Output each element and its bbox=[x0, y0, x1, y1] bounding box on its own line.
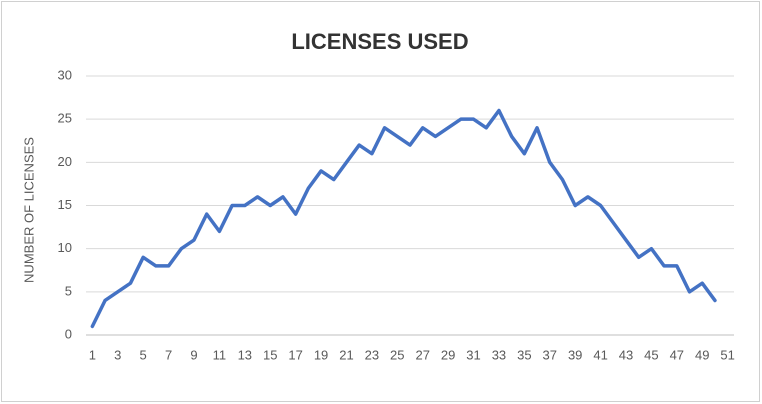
y-tick-label: 20 bbox=[58, 154, 72, 169]
x-tick-label: 11 bbox=[213, 347, 227, 362]
x-tick-label: 31 bbox=[466, 347, 480, 362]
x-tick-label: 49 bbox=[695, 347, 709, 362]
x-tick-label: 43 bbox=[619, 347, 633, 362]
y-tick-label: 0 bbox=[65, 326, 72, 341]
y-tick-label: 25 bbox=[58, 111, 72, 126]
x-tick-label: 33 bbox=[492, 347, 506, 362]
data-line bbox=[90, 108, 717, 329]
x-tick-label: 29 bbox=[441, 347, 455, 362]
x-tick-label: 37 bbox=[543, 347, 557, 362]
x-tick-label: 7 bbox=[165, 347, 172, 362]
y-tick-label: 30 bbox=[58, 67, 72, 82]
x-tick-label: 51 bbox=[720, 347, 734, 362]
y-tick-label: 5 bbox=[65, 283, 72, 298]
x-tick-label: 41 bbox=[593, 347, 607, 362]
y-tick-label: 15 bbox=[58, 197, 72, 212]
x-tick-label: 39 bbox=[568, 347, 582, 362]
x-tick-label: 15 bbox=[263, 347, 277, 362]
x-tick-label: 13 bbox=[238, 347, 252, 362]
x-tick-label: 1 bbox=[89, 347, 96, 362]
x-tick-label: 25 bbox=[390, 347, 404, 362]
chart-title: LICENSES USED bbox=[291, 29, 468, 54]
y-tick-label: 10 bbox=[58, 240, 72, 255]
x-tick-label: 45 bbox=[644, 347, 658, 362]
x-tick-label: 23 bbox=[365, 347, 379, 362]
x-tick-label: 17 bbox=[288, 347, 302, 362]
x-tick-label: 35 bbox=[517, 347, 531, 362]
x-tick-label: 9 bbox=[190, 347, 197, 362]
x-tick-label: 21 bbox=[339, 347, 353, 362]
x-tick-label: 3 bbox=[114, 347, 121, 362]
x-tick-label: 47 bbox=[670, 347, 684, 362]
x-tick-label: 19 bbox=[314, 347, 328, 362]
x-tick-label: 27 bbox=[415, 347, 429, 362]
x-tick-label: 5 bbox=[140, 347, 147, 362]
y-axis-label: NUMBER OF LICENSES bbox=[21, 137, 36, 283]
